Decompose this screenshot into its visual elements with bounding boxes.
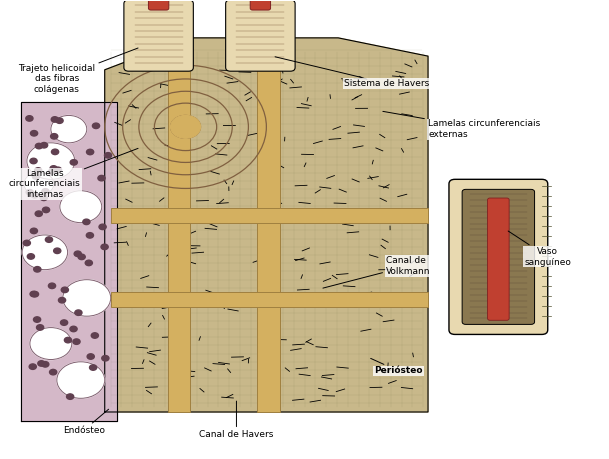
Circle shape (73, 339, 80, 344)
Circle shape (30, 291, 37, 297)
Circle shape (51, 116, 86, 143)
Circle shape (52, 149, 58, 155)
Circle shape (35, 168, 42, 173)
Circle shape (26, 116, 33, 121)
Circle shape (30, 130, 38, 136)
Circle shape (32, 174, 40, 179)
Circle shape (46, 237, 52, 242)
Circle shape (33, 267, 41, 272)
Text: Periósteo: Periósteo (371, 358, 423, 375)
Circle shape (99, 224, 106, 230)
Circle shape (91, 333, 99, 338)
Circle shape (78, 254, 85, 260)
FancyBboxPatch shape (462, 190, 535, 325)
Bar (167, 65, 191, 412)
Circle shape (86, 233, 94, 238)
Circle shape (49, 369, 57, 375)
Circle shape (24, 173, 54, 195)
FancyBboxPatch shape (488, 198, 509, 320)
Circle shape (35, 211, 43, 217)
FancyBboxPatch shape (449, 179, 547, 335)
Polygon shape (105, 38, 428, 412)
Circle shape (62, 287, 68, 292)
Circle shape (40, 142, 48, 148)
Circle shape (40, 195, 48, 201)
Circle shape (85, 260, 93, 266)
Circle shape (43, 207, 49, 213)
Circle shape (30, 328, 72, 359)
Circle shape (86, 149, 94, 155)
Text: Endósteo: Endósteo (63, 409, 108, 435)
Circle shape (70, 160, 77, 165)
Circle shape (58, 297, 66, 303)
Circle shape (35, 143, 43, 149)
Circle shape (50, 166, 57, 171)
Text: Canal de Havers: Canal de Havers (199, 401, 273, 439)
Circle shape (83, 219, 90, 224)
Text: Trajeto helicoidal
das fibras
colágenas: Trajeto helicoidal das fibras colágenas (18, 48, 138, 94)
Circle shape (74, 251, 82, 257)
Circle shape (63, 280, 111, 316)
Circle shape (57, 362, 105, 398)
Circle shape (30, 228, 38, 234)
Circle shape (32, 291, 38, 297)
Circle shape (101, 244, 108, 250)
Bar (111, 207, 428, 223)
Text: Vaso
sanguíneo: Vaso sanguíneo (508, 231, 571, 267)
Circle shape (102, 356, 109, 361)
Bar (258, 65, 280, 412)
Circle shape (51, 134, 58, 139)
Circle shape (33, 317, 41, 322)
Circle shape (90, 365, 97, 370)
Circle shape (98, 175, 105, 181)
Circle shape (171, 116, 200, 138)
Circle shape (60, 191, 102, 223)
Text: Lamelas
circunferenciais
internas: Lamelas circunferenciais internas (9, 148, 138, 199)
Circle shape (87, 354, 94, 359)
Circle shape (32, 174, 40, 179)
Circle shape (31, 192, 38, 198)
Circle shape (37, 325, 44, 330)
Circle shape (27, 254, 35, 259)
Circle shape (65, 337, 72, 343)
Circle shape (27, 143, 75, 179)
FancyBboxPatch shape (149, 0, 169, 10)
Circle shape (29, 364, 37, 369)
Circle shape (56, 118, 63, 123)
Circle shape (49, 283, 55, 289)
Circle shape (54, 167, 62, 173)
FancyBboxPatch shape (250, 0, 270, 10)
Circle shape (22, 235, 68, 269)
Circle shape (30, 158, 37, 164)
Circle shape (41, 362, 49, 367)
Text: Sistema de Havers: Sistema de Havers (275, 57, 429, 88)
Circle shape (42, 189, 49, 194)
Circle shape (75, 310, 82, 315)
Circle shape (66, 394, 74, 399)
Circle shape (26, 190, 33, 195)
Circle shape (93, 123, 100, 129)
FancyBboxPatch shape (226, 0, 295, 71)
Circle shape (60, 320, 68, 325)
Bar (111, 292, 428, 307)
FancyBboxPatch shape (124, 0, 193, 71)
Circle shape (48, 169, 55, 174)
Circle shape (38, 361, 45, 366)
Circle shape (105, 152, 111, 158)
Circle shape (23, 240, 30, 246)
Text: Canal de
Volkmann: Canal de Volkmann (323, 256, 431, 288)
Text: Lamelas circunferenciais
externas: Lamelas circunferenciais externas (383, 112, 540, 139)
Circle shape (70, 326, 77, 332)
Circle shape (54, 248, 61, 253)
Polygon shape (21, 102, 117, 421)
Circle shape (51, 117, 58, 122)
